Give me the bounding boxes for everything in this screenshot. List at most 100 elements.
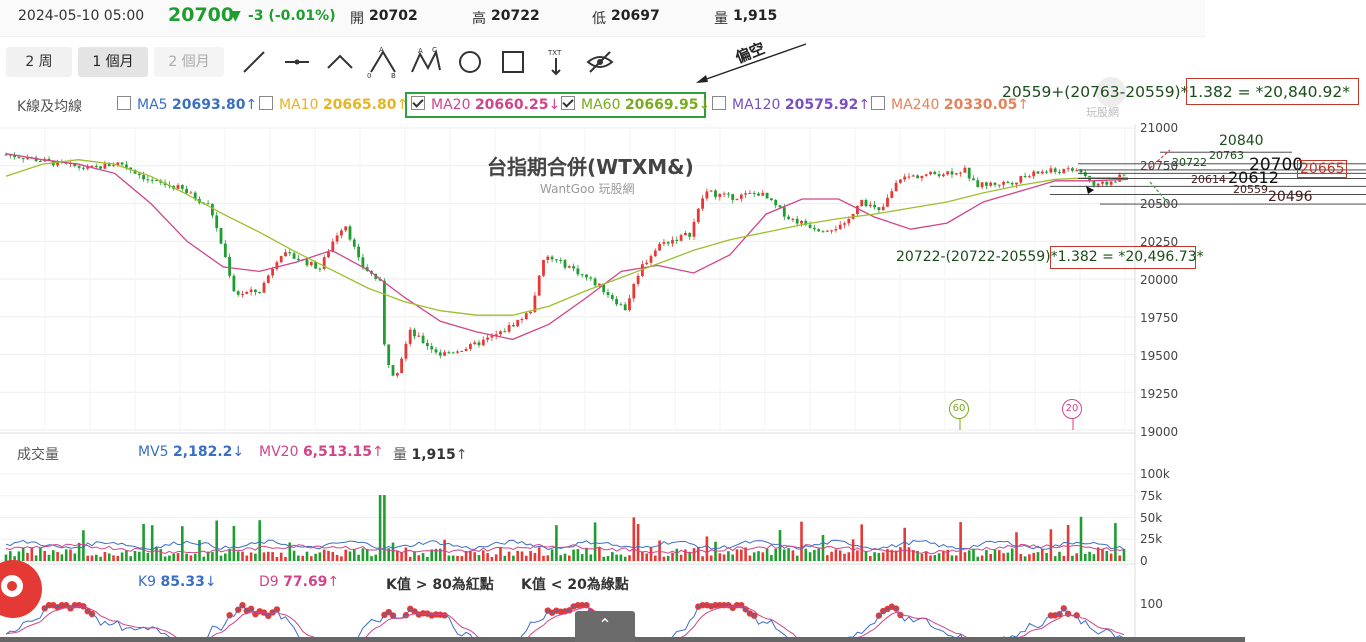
volume-bar	[654, 555, 657, 561]
candle-body	[606, 292, 610, 296]
ma240-checkbox[interactable]	[871, 96, 885, 110]
volume-bar	[439, 548, 442, 561]
candle-body	[185, 188, 188, 194]
volume-bar	[525, 555, 528, 561]
candle-body	[546, 256, 550, 260]
candle-body	[39, 161, 42, 163]
hline-tool-icon[interactable]	[281, 46, 313, 78]
candle-body	[352, 239, 356, 247]
candle-body	[937, 174, 941, 177]
chat-bubble-icon[interactable]	[0, 560, 42, 618]
volume-bar	[417, 555, 421, 561]
ma60-checkbox[interactable]	[561, 96, 575, 110]
candle-body	[473, 342, 477, 345]
candle-body	[748, 192, 752, 194]
quote-datetime: 2024-05-10 05:00	[18, 8, 145, 24]
volume-bar	[959, 522, 962, 561]
volume-bar	[168, 555, 171, 561]
volume-bar	[56, 552, 59, 561]
k9-value: 85.33	[160, 574, 205, 590]
ma10-checkbox[interactable]	[259, 96, 273, 110]
candle-body	[967, 167, 971, 179]
volume-bar	[705, 536, 709, 561]
high-value: 20722	[491, 8, 540, 24]
volume-bar	[206, 551, 210, 561]
line-tool-icon[interactable]	[238, 46, 270, 78]
candle-body	[782, 207, 786, 217]
candle-body	[770, 198, 773, 201]
volume-bar	[1092, 554, 1096, 561]
volume-bar	[967, 550, 971, 561]
ma20-marker[interactable]: 20	[1062, 399, 1082, 419]
volume-bar	[1084, 553, 1087, 561]
ma20-checkbox[interactable]	[411, 96, 425, 110]
volume-bar	[258, 520, 261, 561]
candle-body	[593, 278, 597, 286]
volume-bar	[267, 551, 270, 561]
candle-body	[1109, 181, 1113, 185]
period-1-month-button[interactable]: 1 個月	[78, 47, 148, 77]
ma10-value: 20665.80	[322, 97, 397, 113]
candle-body	[361, 257, 365, 268]
candle-body	[709, 190, 713, 192]
period-2-weeks-button[interactable]: 2 周	[6, 47, 72, 77]
circle-tool-icon[interactable]	[454, 46, 486, 78]
quote-price: 20700	[168, 4, 235, 26]
svg-text:C: C	[432, 46, 437, 54]
ma240-toggle[interactable]: MA240 20330.05↑	[871, 96, 1029, 113]
down-triangle-icon: ▼	[230, 8, 241, 24]
ma10-dir: ↑	[396, 97, 409, 113]
ma5-toggle[interactable]: MA5 20693.80↑	[117, 96, 257, 113]
ma60-marker[interactable]: 60	[949, 399, 969, 419]
candle-body	[649, 256, 653, 263]
k9-name: K9	[138, 574, 157, 590]
text-tool-icon[interactable]: TXT	[540, 46, 572, 78]
candle-body	[976, 180, 980, 188]
candle-body	[671, 239, 674, 244]
candle-body	[572, 266, 575, 269]
angle-tool-icon[interactable]	[324, 46, 356, 78]
candle-body	[404, 343, 408, 359]
candle-body	[774, 200, 778, 206]
candle-body	[688, 233, 692, 237]
volume-bar	[116, 555, 120, 561]
candle-body	[580, 274, 584, 276]
chevron-up-icon[interactable]: ⌃	[575, 611, 635, 642]
volume-bar	[4, 554, 8, 561]
volume-bar	[64, 549, 68, 561]
volume-bar	[1071, 555, 1074, 561]
price-tick: 19000	[1140, 425, 1179, 439]
hide-drawings-icon[interactable]	[584, 46, 616, 78]
volume-bar	[993, 549, 997, 561]
candle-body	[254, 289, 257, 292]
volume-bar	[740, 549, 743, 561]
rectangle-tool-icon[interactable]	[497, 46, 529, 78]
candle-body	[90, 165, 94, 167]
ma60-toggle[interactable]: MA60 20669.95↓	[561, 96, 710, 113]
ma120-toggle[interactable]: MA120 20575.92↑	[712, 96, 870, 113]
ma120-checkbox[interactable]	[712, 96, 726, 110]
k9-legend: K9 85.33↓	[138, 574, 217, 590]
candle-body	[903, 176, 907, 180]
ma20-toggle[interactable]: MA20 20660.25↓	[411, 96, 560, 113]
volume-bar	[262, 552, 266, 561]
volume-bar	[929, 555, 932, 561]
volume-bar	[1023, 556, 1027, 561]
candle-body	[357, 246, 360, 258]
abc-pattern-icon[interactable]: A 0 B	[367, 46, 399, 80]
volume-bar	[813, 549, 816, 561]
ma5-checkbox[interactable]	[117, 96, 131, 110]
ma10-toggle[interactable]: MA10 20665.80↑	[259, 96, 408, 113]
volume-bar	[245, 555, 249, 561]
volume-bar	[748, 555, 752, 561]
volume-bar	[989, 553, 992, 561]
volume-bar	[473, 552, 476, 561]
candle-body	[266, 275, 270, 283]
period-2-months-button[interactable]: 2 個月	[154, 47, 224, 77]
candle-body	[322, 257, 326, 269]
volume-bar	[770, 554, 773, 561]
low-value: 20697	[611, 8, 660, 24]
candle-body	[1105, 181, 1109, 185]
